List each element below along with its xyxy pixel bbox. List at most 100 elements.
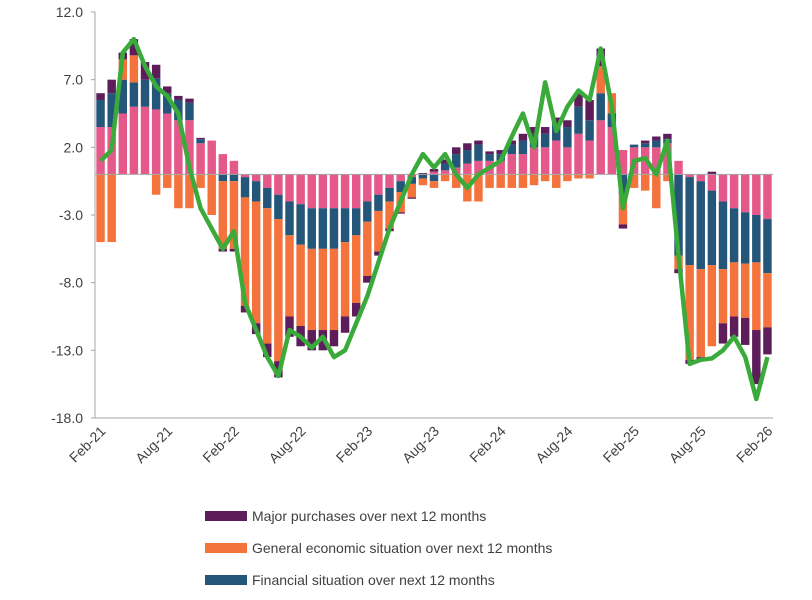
bar — [663, 133, 672, 140]
bar — [729, 316, 739, 337]
bar — [463, 163, 472, 175]
bar — [452, 147, 461, 155]
bar — [263, 187, 272, 209]
bar — [363, 275, 372, 283]
bar — [752, 174, 761, 215]
bar — [307, 174, 316, 209]
bar — [540, 147, 550, 175]
bar — [340, 316, 350, 333]
bar — [274, 194, 283, 220]
x-tick-label: Feb-26 — [733, 423, 776, 466]
bar — [285, 174, 294, 202]
bar — [552, 140, 561, 175]
bar — [96, 99, 105, 128]
bar — [740, 212, 750, 264]
x-tick-label: Aug-22 — [266, 423, 309, 466]
y-tick-label: -18.0 — [51, 410, 83, 426]
bar — [607, 127, 617, 175]
bar — [329, 208, 339, 249]
bar — [240, 177, 250, 198]
bar — [285, 235, 294, 317]
y-tick-label: -13.0 — [51, 342, 83, 358]
bar — [763, 273, 772, 328]
bar — [374, 251, 383, 256]
bar — [729, 208, 739, 263]
bar — [96, 93, 105, 100]
bar — [518, 133, 528, 141]
bar — [740, 317, 750, 345]
bar — [307, 208, 316, 249]
bar — [163, 93, 172, 114]
bar — [151, 109, 161, 175]
bar — [496, 174, 505, 188]
bar — [685, 174, 694, 178]
bar — [418, 178, 428, 186]
bar — [574, 133, 583, 175]
bar — [351, 235, 361, 303]
bar — [329, 330, 339, 347]
bar — [540, 127, 550, 134]
bar — [652, 174, 661, 209]
bar — [107, 174, 116, 243]
bar — [129, 82, 139, 107]
bar — [652, 147, 661, 175]
bar — [418, 173, 428, 175]
bar — [429, 168, 439, 172]
y-tick-label: -3.0 — [59, 207, 83, 223]
bar — [174, 95, 183, 100]
bar — [340, 242, 350, 317]
bar — [485, 174, 494, 188]
bar — [251, 181, 261, 202]
x-tick-label: Feb-23 — [333, 423, 376, 466]
legend-swatch — [205, 511, 247, 521]
bar — [207, 140, 216, 175]
bar — [396, 212, 405, 214]
bar — [718, 174, 728, 202]
bar — [763, 327, 772, 355]
bar — [218, 154, 228, 175]
legend-label: Major purchases over next 12 months — [252, 508, 486, 524]
bar — [329, 248, 339, 331]
bar — [574, 93, 583, 107]
bar — [585, 99, 594, 121]
bar — [596, 93, 605, 121]
bar — [496, 160, 505, 175]
bar — [351, 208, 361, 236]
bar — [174, 174, 183, 209]
bar — [563, 127, 572, 148]
bar — [196, 174, 205, 188]
bar — [429, 171, 439, 175]
bar — [618, 174, 628, 195]
bar — [251, 174, 261, 182]
bar — [440, 170, 450, 175]
x-tick-label: Feb-25 — [600, 423, 643, 466]
bar — [718, 269, 728, 324]
bar — [329, 174, 339, 209]
bar — [318, 174, 328, 209]
bar — [752, 215, 761, 263]
bar — [296, 174, 305, 205]
bar — [385, 187, 394, 202]
bar — [140, 62, 150, 80]
bar — [529, 147, 539, 175]
bar — [552, 117, 561, 125]
legend-label: Financial situation over next 12 months — [252, 572, 495, 588]
bar — [274, 219, 283, 362]
bar — [507, 140, 517, 145]
bar — [740, 263, 750, 318]
legend-swatch — [205, 575, 247, 585]
bar — [351, 302, 361, 317]
bar — [363, 221, 372, 276]
bar — [718, 323, 728, 344]
bar — [674, 174, 683, 256]
bar — [151, 174, 161, 195]
bar — [440, 163, 450, 171]
bar — [151, 78, 161, 110]
bar — [685, 265, 694, 360]
y-tick-label: 12.0 — [56, 4, 83, 20]
bar — [396, 174, 405, 182]
bar — [729, 174, 739, 209]
bar — [351, 174, 361, 209]
bar — [285, 201, 294, 236]
bar — [240, 197, 250, 306]
